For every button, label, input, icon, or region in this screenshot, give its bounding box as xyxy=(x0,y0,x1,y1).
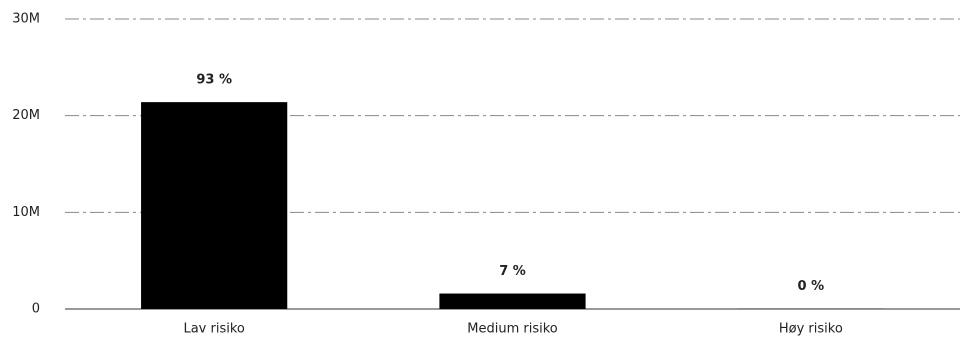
value-label: 93 % xyxy=(196,73,232,88)
bar xyxy=(141,102,287,309)
value-label: 0 % xyxy=(798,279,825,294)
y-tick-label: 30M xyxy=(12,12,40,27)
value-label: 7 % xyxy=(499,264,526,279)
x-tick-label: Medium risiko xyxy=(467,322,558,337)
x-tick-label: Høy risiko xyxy=(779,322,843,337)
y-tick-label: 20M xyxy=(12,108,40,123)
bar xyxy=(439,294,585,309)
y-tick-label: 0 xyxy=(32,302,40,317)
y-tick-label: 10M xyxy=(12,205,40,220)
x-tick-label: Lav risiko xyxy=(183,322,244,337)
